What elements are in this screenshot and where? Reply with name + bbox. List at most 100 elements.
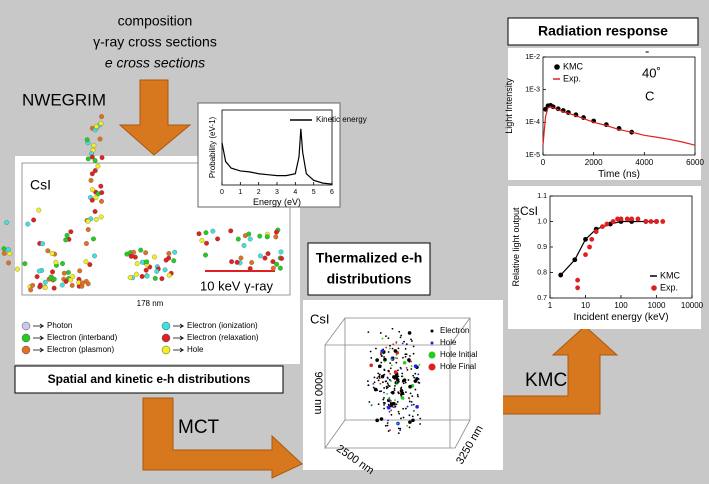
legend-swatch — [21, 333, 31, 343]
particle — [28, 287, 34, 293]
particle — [388, 385, 391, 388]
particle — [63, 279, 69, 284]
particle — [143, 267, 149, 273]
data-point — [575, 285, 581, 291]
data-point — [615, 216, 620, 222]
legend-label: Electron (ionization) — [187, 321, 258, 330]
particle — [394, 405, 397, 408]
x-tick-label: 1 — [548, 301, 553, 310]
particle — [385, 385, 388, 388]
particle — [203, 252, 208, 258]
particle — [383, 403, 385, 406]
x-axis-label: Time (ns) — [598, 169, 640, 180]
particle — [50, 269, 56, 275]
particle — [68, 229, 74, 235]
legend-swatch — [428, 363, 436, 371]
legend-label: Exp. — [660, 282, 678, 292]
y-tick-label: 1E-3 — [525, 87, 540, 94]
particle — [410, 400, 413, 403]
particle — [366, 380, 369, 383]
y-tick-label: 1E-2 — [525, 54, 540, 61]
particle — [383, 356, 385, 358]
particle — [265, 251, 271, 257]
particle — [400, 393, 403, 395]
particle — [410, 365, 413, 367]
particle — [138, 247, 144, 253]
particle — [375, 358, 379, 362]
x-tick-label: 1000 — [648, 301, 666, 310]
particle — [400, 417, 402, 420]
particle — [401, 372, 404, 375]
particle — [387, 369, 390, 372]
particle — [408, 420, 412, 424]
data-point — [648, 219, 654, 224]
x-tick-label: 0 — [541, 158, 546, 167]
particle — [390, 364, 393, 367]
particle — [99, 198, 104, 204]
particle — [154, 268, 160, 274]
data-point — [624, 216, 630, 222]
particle — [229, 259, 235, 265]
legend-label: Kinetic energy — [316, 115, 367, 124]
particle — [22, 261, 28, 267]
particle — [98, 120, 104, 126]
particle — [393, 349, 398, 353]
particle — [215, 236, 221, 242]
particle — [1, 246, 7, 252]
particle — [410, 404, 413, 407]
particle — [399, 388, 404, 393]
particle — [42, 285, 48, 291]
particle — [388, 410, 391, 413]
particle — [166, 272, 172, 278]
particle — [394, 399, 396, 402]
particle — [143, 250, 149, 256]
particle — [381, 337, 384, 340]
particle — [93, 216, 99, 222]
particle — [65, 270, 71, 275]
particle — [410, 360, 413, 363]
legend-label: KMC — [660, 270, 681, 280]
data-point — [572, 257, 578, 263]
particle — [400, 386, 403, 389]
x-tick-label: 10 — [581, 301, 590, 310]
data-point — [583, 252, 588, 258]
decay-panel — [508, 48, 701, 180]
particle — [238, 255, 244, 261]
particle — [277, 265, 283, 271]
data-point — [583, 236, 588, 242]
particle — [139, 259, 145, 265]
data-point — [558, 272, 564, 278]
particle — [393, 378, 396, 380]
particle — [406, 369, 409, 371]
particle — [394, 375, 399, 379]
particle — [385, 335, 387, 338]
particle — [270, 265, 276, 271]
legend-label: Exp. — [563, 73, 581, 83]
particle — [391, 347, 394, 350]
particle — [390, 400, 392, 402]
particle — [396, 400, 399, 403]
particle — [413, 376, 416, 379]
particle — [99, 190, 105, 196]
legend-swatch — [430, 341, 434, 345]
particle — [409, 354, 411, 357]
x-tick-label: 0 — [220, 189, 224, 196]
particle — [416, 393, 419, 396]
particle — [367, 384, 370, 387]
particle — [395, 361, 398, 364]
particle — [87, 262, 93, 268]
particle — [387, 377, 389, 380]
particle — [392, 406, 395, 409]
particle — [264, 234, 270, 240]
caption-box — [14, 365, 284, 394]
particle — [391, 390, 395, 395]
particle — [387, 351, 390, 353]
step-label: KMC — [525, 370, 567, 391]
particle — [234, 259, 240, 265]
particle — [34, 274, 40, 280]
title-box — [507, 17, 699, 46]
particle — [274, 261, 280, 267]
particle — [373, 376, 376, 379]
x-tick-label: 4 — [293, 189, 297, 196]
